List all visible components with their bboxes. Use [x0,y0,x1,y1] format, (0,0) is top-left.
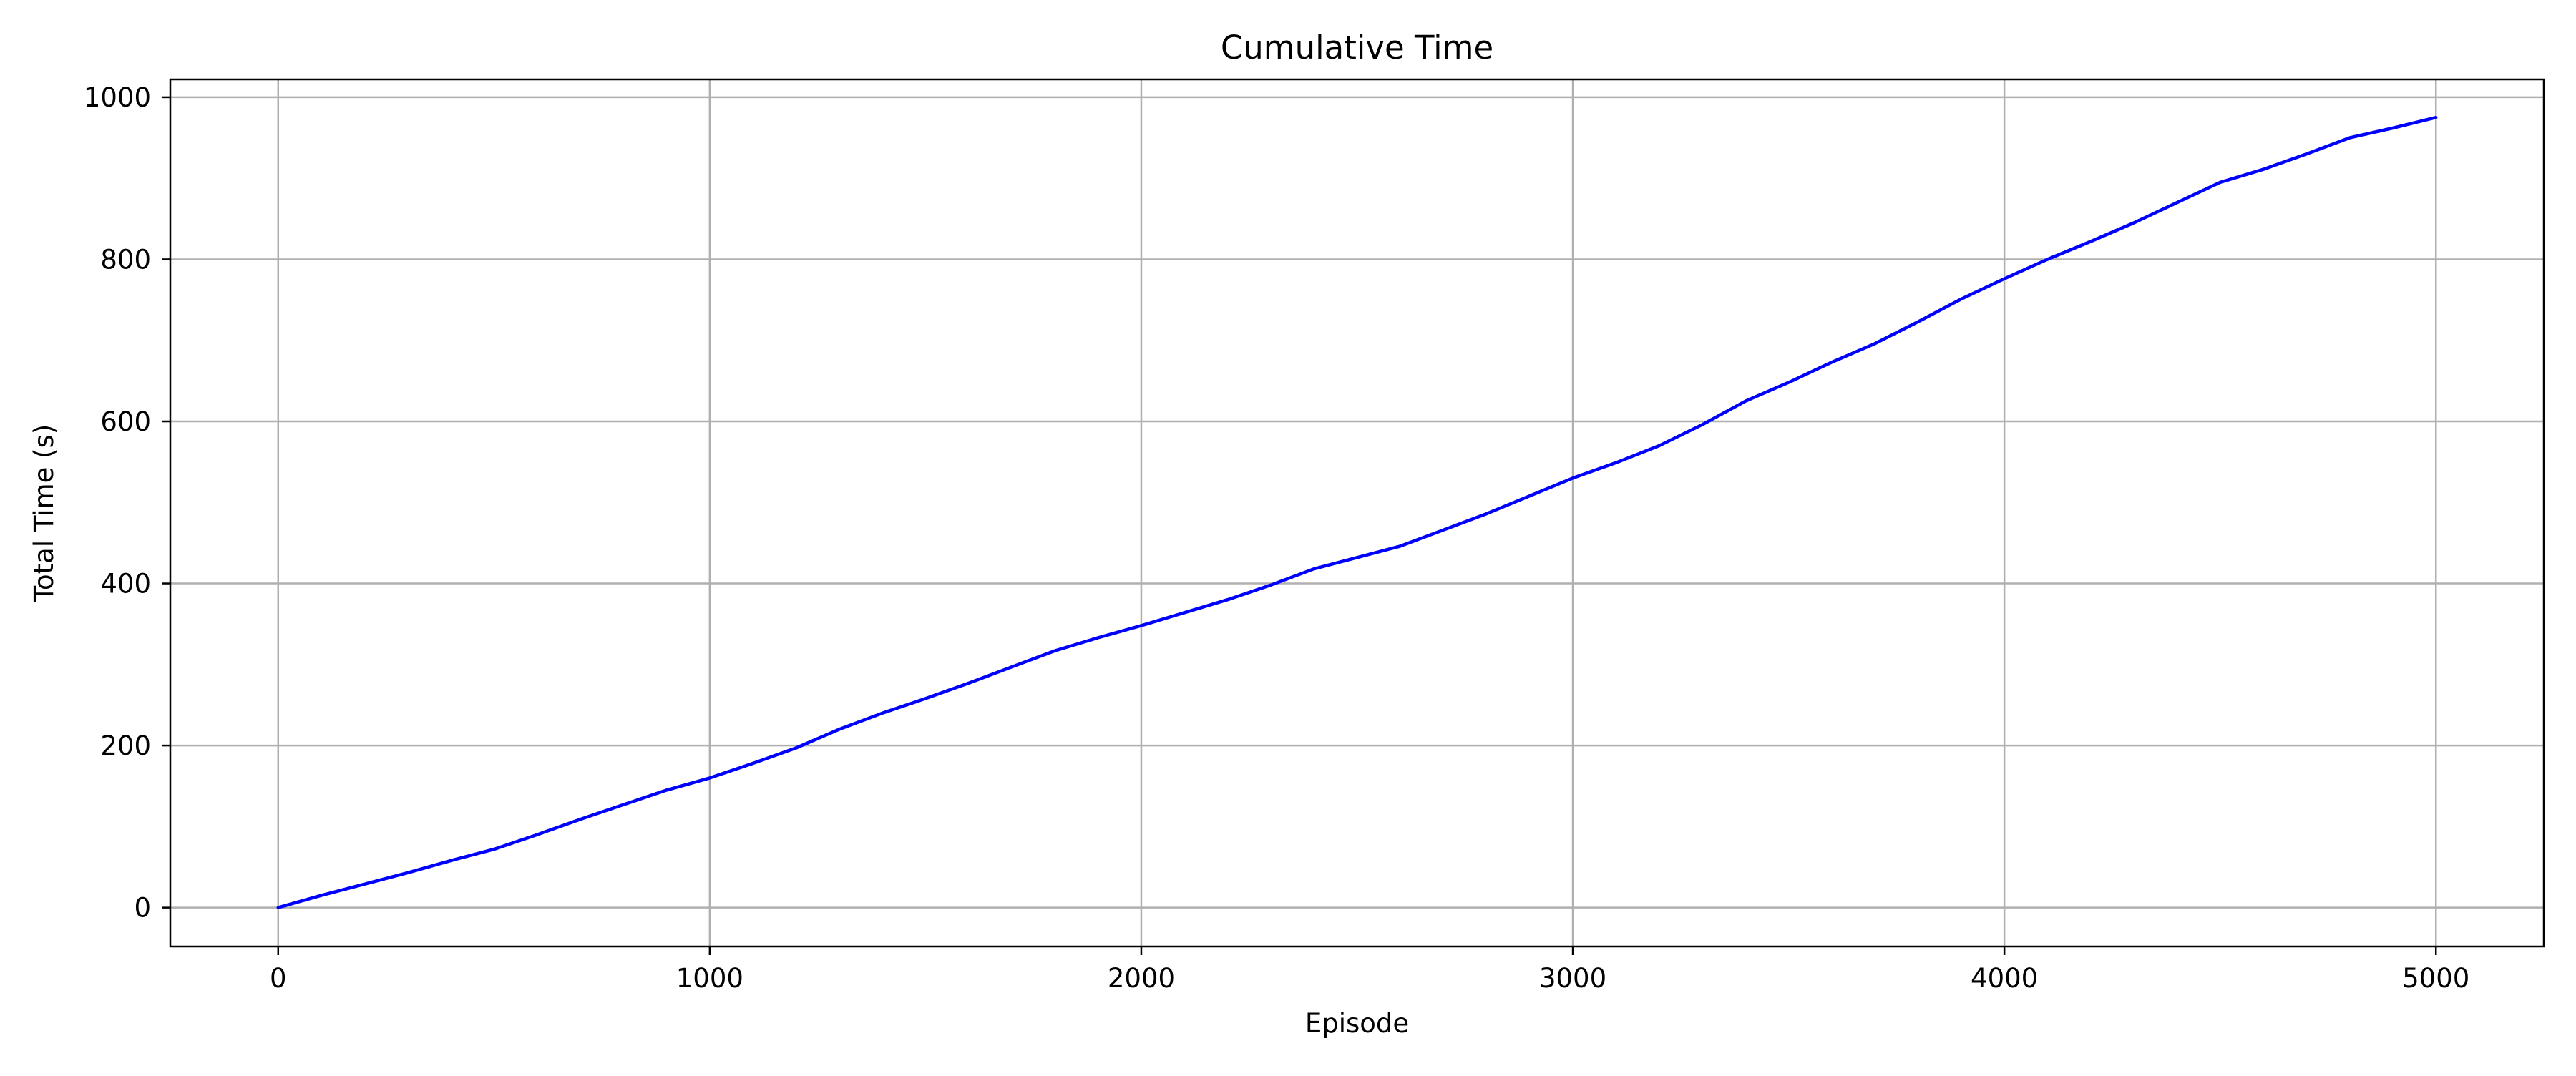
series-line [276,115,2438,909]
axis-ticks: 0 1000 2000 3000 4000 5000 0 200 400 600 800 1000 [84,82,2469,994]
plot-frame [169,78,2545,948]
grid [170,79,2544,947]
y-tick-label: 600 [100,406,151,437]
x-tick-label: 4000 [1971,963,2038,994]
x-tick-label: 1000 [676,963,743,994]
chart-title: Cumulative Time [1221,29,1493,67]
y-tick-label: 1000 [84,82,151,113]
y-tick-label: 200 [100,730,151,761]
x-tick-label: 0 [270,963,287,994]
x-tick-label: 5000 [2402,963,2469,994]
y-tick-label: 400 [100,569,151,600]
y-axis-label: Total Time (s) [29,424,59,603]
data-layer [276,115,2438,909]
x-axis-label: Episode [1305,1008,1409,1039]
y-tick-label: 0 [134,893,151,924]
x-tick-label: 2000 [1108,963,1175,994]
x-tick-label: 3000 [1539,963,1606,994]
y-tick-label: 800 [100,244,151,275]
